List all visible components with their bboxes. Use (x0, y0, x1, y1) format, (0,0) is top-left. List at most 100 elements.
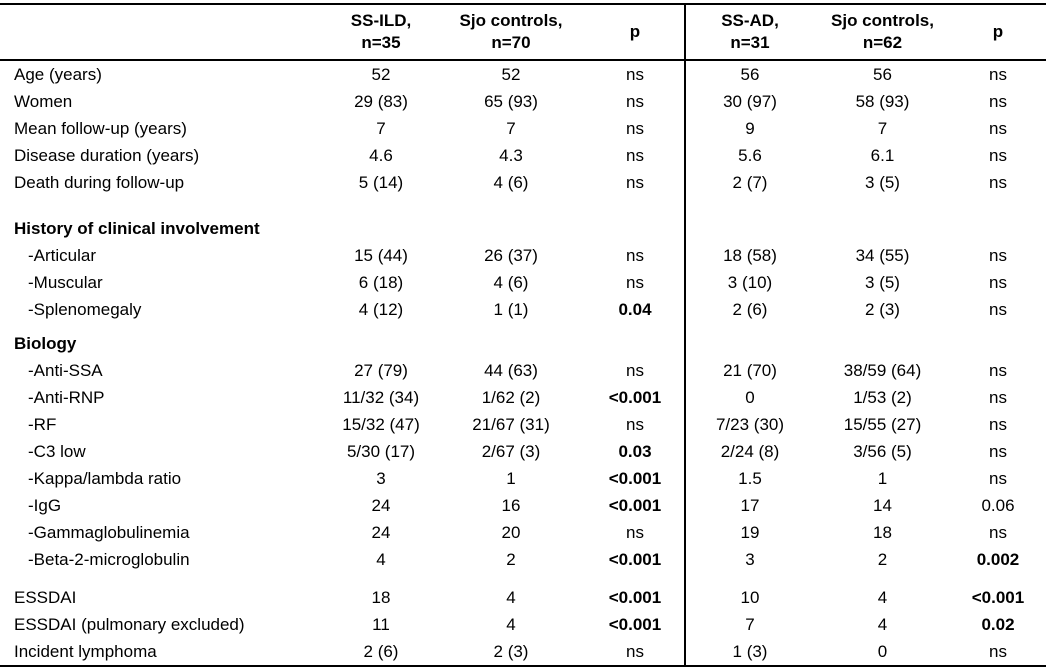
row-cell: 20 (501, 523, 521, 542)
row-cell: 6 (18) (358, 273, 404, 292)
row-cell: 0.002 (976, 550, 1020, 569)
header-line1: SS-ILD, (350, 11, 412, 30)
row-label: Age (years) (14, 65, 102, 84)
row-cell (585, 215, 685, 242)
header-col-ss-ad: SS-AD, n=31 (685, 10, 815, 54)
table-header-row: SS-ILD, n=35 Sjo controls, n=70 p SS-AD,… (0, 3, 1046, 61)
row-cell: 4.6 (369, 146, 393, 165)
row-cell: 3 (5) (865, 273, 900, 292)
row-cell: 4 (506, 588, 516, 607)
row-cell: <0.001 (971, 588, 1025, 607)
row-cell: 9 (745, 119, 755, 138)
row-cell: 52 (501, 65, 521, 84)
row-cell: 34 (55) (855, 246, 910, 265)
row-cell: 2 (6) (363, 642, 399, 661)
header-col-sjo-controls-2: Sjo controls, n=62 (815, 10, 950, 54)
row-cell: ns (626, 65, 644, 84)
row-cell: 10 (740, 588, 760, 607)
row-cell: 1 (506, 469, 516, 488)
header-line1: Sjo controls, (459, 11, 563, 30)
row-cell: ns (989, 92, 1007, 111)
row-cell (950, 215, 1046, 242)
row-cell: 0.03 (618, 442, 652, 461)
row-cell: ns (989, 642, 1007, 661)
row-cell: ns (626, 523, 644, 542)
header-line2: n=70 (491, 33, 531, 52)
table-row: -Gammaglobulinemia 24 20 ns 19 18 ns (0, 519, 1046, 546)
row-cell: <0.001 (608, 588, 662, 607)
table-row: -Beta-2-microglobulin 4 2 <0.001 3 2 0.0… (0, 546, 1046, 573)
table-row: Mean follow-up (years) 7 7 ns 9 7 ns (0, 115, 1046, 142)
row-label: Death during follow-up (14, 173, 185, 192)
row-cell (325, 215, 437, 242)
row-cell: 4 (506, 615, 516, 634)
row-cell: 3/56 (5) (853, 442, 912, 461)
row-cell: 5/30 (17) (346, 442, 416, 461)
header-col-p-2: p (950, 21, 1046, 43)
row-cell: 1/62 (2) (481, 388, 541, 407)
row-cell: 2/67 (3) (481, 442, 541, 461)
row-cell: 56 (873, 65, 892, 84)
row-cell: 4 (12) (358, 300, 404, 319)
row-cell: ns (989, 469, 1007, 488)
row-cell (325, 330, 437, 357)
row-cell: 17 (740, 496, 760, 515)
table-row: -Anti-RNP 11/32 (34) 1/62 (2) <0.001 0 1… (0, 384, 1046, 411)
row-cell: 6.1 (870, 146, 895, 165)
row-cell (585, 330, 685, 357)
row-cell: ns (989, 173, 1007, 192)
row-cell: 4 (877, 615, 888, 634)
row-label: -Anti-SSA (28, 361, 103, 380)
row-cell: 2 (877, 550, 888, 569)
table-row: -RF 15/32 (47) 21/67 (31) ns 7/23 (30) 1… (0, 411, 1046, 438)
row-cell: ns (626, 246, 644, 265)
row-cell: ns (989, 361, 1007, 380)
table-row: Biology (0, 330, 1046, 357)
row-cell: <0.001 (608, 550, 662, 569)
header-line1: Sjo controls, (831, 11, 934, 30)
row-label: -Beta-2-microglobulin (28, 550, 190, 569)
row-cell: 3 (745, 550, 755, 569)
table-row: History of clinical involvement (0, 215, 1046, 242)
table-row: -Kappa/lambda ratio 3 1 <0.001 1.5 1 ns (0, 465, 1046, 492)
row-cell: <0.001 (608, 388, 662, 407)
table-row: Incident lymphoma 2 (6) 2 (3) ns 1 (3) 0… (0, 638, 1046, 665)
row-cell: 3 (10) (727, 273, 773, 292)
row-label: -Muscular (28, 273, 103, 292)
row-cell: ns (989, 273, 1007, 292)
table-row: ESSDAI 18 4 <0.001 10 4 <0.001 (0, 584, 1046, 611)
table-row: ESSDAI (pulmonary excluded) 11 4 <0.001 … (0, 611, 1046, 638)
row-cell: 1 (877, 469, 888, 488)
row-cell: ns (989, 415, 1007, 434)
row-label: -IgG (28, 496, 62, 515)
row-cell: 65 (93) (484, 92, 538, 111)
row-label: Mean follow-up (years) (14, 119, 187, 138)
row-cell: 0.02 (981, 615, 1015, 634)
row-cell: 4.3 (499, 146, 523, 165)
header-line1: p (992, 22, 1004, 41)
row-label: History of clinical involvement (14, 219, 260, 238)
row-cell: 24 (371, 496, 391, 515)
row-cell: 44 (63) (484, 361, 538, 380)
row-cell: ns (626, 273, 644, 292)
header-line2: n=31 (730, 33, 770, 52)
row-cell: 7 (506, 119, 516, 138)
row-cell (815, 215, 950, 242)
row-cell: 21 (70) (723, 361, 777, 380)
row-cell: 52 (371, 65, 391, 84)
row-cell: 11 (372, 615, 390, 634)
row-cell: 21/67 (31) (472, 415, 550, 434)
header-col-p-1: p (585, 21, 685, 43)
row-cell: 2 (3) (865, 300, 900, 319)
row-cell: 0.06 (981, 496, 1015, 515)
row-cell: 29 (83) (354, 92, 408, 111)
row-cell: 2 (506, 550, 516, 569)
row-cell: 0.04 (618, 300, 652, 319)
row-label: ESSDAI (14, 588, 77, 607)
row-cell (685, 330, 815, 357)
row-cell: ns (626, 146, 644, 165)
table-row: Death during follow-up 5 (14) 4 (6) ns 2… (0, 169, 1046, 196)
row-cell: 3 (5) (865, 173, 900, 192)
row-cell: 27 (79) (354, 361, 408, 380)
row-cell: <0.001 (608, 496, 662, 515)
